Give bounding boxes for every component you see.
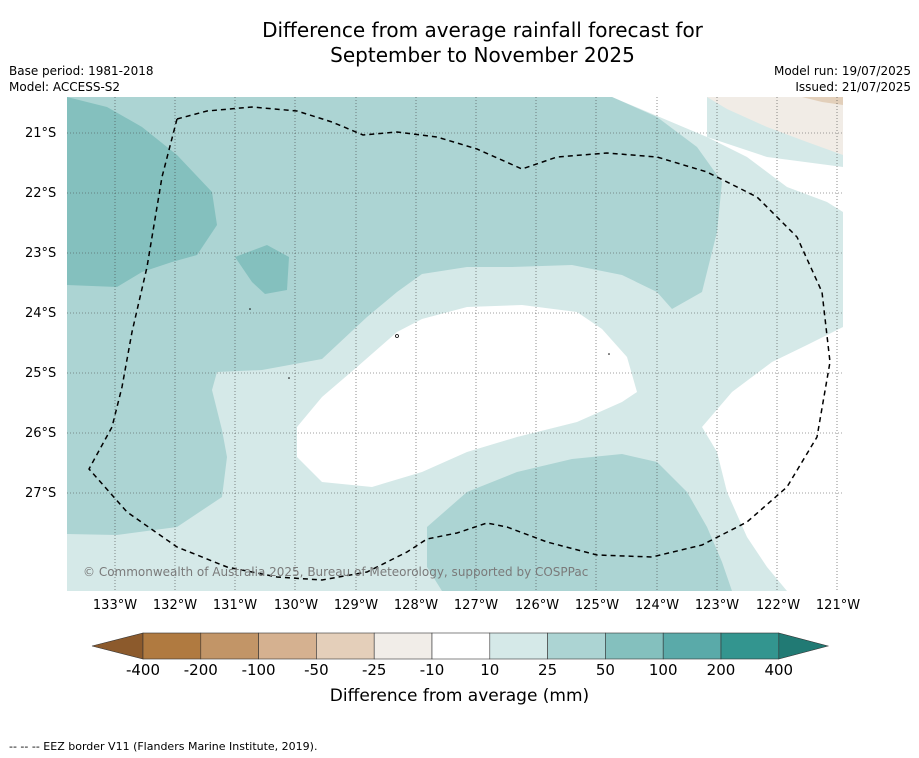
lat-label: 26°S [25,426,57,441]
colorbar-tick-label: -50 [304,661,329,679]
lon-label: 127°W [453,598,499,613]
meta-right: Model run: 19/07/2025 Issued: 21/07/2025 [774,63,911,95]
colorbar-extend-high [778,632,830,660]
band-25-50-main [67,97,722,535]
band-50-100-west [67,97,217,287]
lon-label: 130°W [273,598,319,613]
graticule [67,97,843,591]
map-svg [67,97,843,591]
colorbar-swatch [142,632,202,660]
colorbar-extend-low [91,632,144,660]
colorbar-tick-label: -400 [125,661,161,679]
lat-label: 23°S [25,246,57,261]
colorbar-swatch [200,632,259,660]
colorbar-tick-label: 100 [648,661,678,679]
colorbar-swatch [258,632,317,660]
colorbar-swatch [720,632,780,660]
band-dry-northeast [707,97,843,155]
colorbar-swatch [373,632,433,660]
lon-label: 126°W [514,598,560,613]
eez-border [88,106,831,581]
colorbar-tick-label: -200 [183,661,218,679]
colorbar-swatch [662,632,722,660]
lon-label: 133°W [92,598,138,613]
colorbar-swatch [547,632,606,660]
band-50-100-patch [235,245,289,294]
title-line-1: Difference from average rainfall forecas… [262,18,703,42]
meta-left: Base period: 1981-2018 Model: ACCESS-S2 [9,63,154,95]
lat-label: 25°S [25,366,57,381]
band-neutral-northeast [612,97,843,212]
colorbar-tick-label: 200 [706,661,736,679]
issued-date: Issued: 21/07/2025 [795,80,911,94]
colorbar-swatches [91,632,830,660]
copyright-notice: © Commonwealth of Australia 2025, Bureau… [83,565,589,579]
lat-label: 21°S [25,126,57,141]
lon-label: 125°W [574,598,620,613]
model-run: Model run: 19/07/2025 [773,64,911,78]
island [288,377,290,379]
lat-label: 24°S [25,306,57,321]
colorbar-tick-label: -100 [241,661,276,679]
lon-label: 121°W [815,598,861,613]
forecast-map [67,97,843,591]
eez-footnote: -- -- -- EEZ border V11 (Flanders Marine… [9,740,318,753]
lon-label: 131°W [212,598,258,613]
colorbar-swatch [431,632,491,660]
band-neutral-east [702,327,843,591]
colorbar-swatch [489,632,548,660]
title-line-2: September to November 2025 [330,43,635,67]
base-period: Base period: 1981-2018 [9,64,154,78]
colorbar-tick-label: 50 [595,661,615,679]
lon-label: 128°W [393,598,439,613]
map-title: Difference from average rainfall forecas… [0,18,919,68]
lon-label: 122°W [755,598,801,613]
colorbar-tick-label: -25 [361,661,387,679]
lon-label: 124°W [634,598,680,613]
band-neutral-center [297,305,637,487]
colorbar-tick-label: 400 [764,661,794,679]
band-drier-northeast [802,97,843,105]
model-name: Model: ACCESS-S2 [9,80,121,94]
lat-label: 27°S [25,486,57,501]
lon-label: 129°W [333,598,379,613]
island [395,334,399,338]
island [608,353,610,355]
colorbar-tick-label: 10 [480,661,500,679]
colorbar-swatch [316,632,375,660]
colorbar-tick-label: 25 [538,661,558,679]
island [249,308,251,310]
lat-label: 22°S [25,186,57,201]
lon-label: 132°W [152,598,198,613]
colorbar-tick-label: -10 [419,661,445,679]
colorbar-swatch [605,632,664,660]
lon-label: 123°W [694,598,740,613]
colorbar-label: Difference from average (mm) [329,686,590,706]
